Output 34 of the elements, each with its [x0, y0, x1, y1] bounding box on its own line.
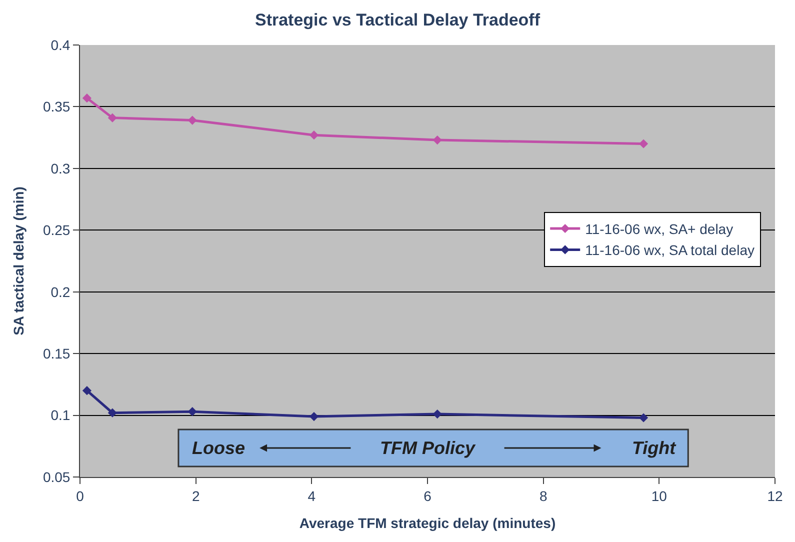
point — [188, 116, 197, 125]
x-tick-label: 6 — [424, 488, 432, 504]
annotation: Tight — [632, 438, 677, 458]
y-tick-label: 0.05 — [42, 468, 70, 485]
point — [82, 94, 92, 103]
point — [432, 410, 442, 419]
x-tick-label: 0 — [76, 488, 84, 504]
point — [638, 139, 648, 148]
x-axis-title: Average TFM strategic delay (minutes) — [299, 515, 556, 532]
legend-label: 11-16-06 wx, SA total delay — [585, 242, 755, 258]
chart-title: Strategic vs Tactical Delay Tradeoff — [254, 10, 540, 30]
point — [309, 130, 319, 140]
x-tick-label: 2 — [192, 488, 200, 504]
annotation: Loose — [192, 438, 246, 458]
x-tick-label: 12 — [767, 488, 783, 504]
x-tick-label: 4 — [308, 488, 316, 504]
y-tick-label: 0.4 — [50, 36, 70, 53]
point — [309, 412, 319, 422]
y-tick-label: 0.15 — [42, 345, 70, 362]
annotation: TFM Policy — [380, 438, 476, 458]
point — [82, 386, 92, 396]
y-tick-label: 0.35 — [42, 98, 70, 115]
y-tick-label: 0.25 — [42, 222, 70, 238]
point — [108, 113, 117, 122]
point — [108, 408, 117, 418]
x-tick-label: 10 — [651, 488, 668, 504]
point — [638, 413, 648, 422]
y-tick-label: 0.3 — [50, 160, 70, 176]
point — [432, 135, 442, 145]
legend-label: 11-16-06 wx, SA+ delay — [585, 220, 734, 237]
x-tick-label: 8 — [539, 488, 548, 504]
y-axis-title: SA tactical delay (min) — [10, 186, 27, 336]
y-tick-label: 0.2 — [50, 284, 70, 300]
y-tick-label: 0.1 — [50, 407, 70, 424]
